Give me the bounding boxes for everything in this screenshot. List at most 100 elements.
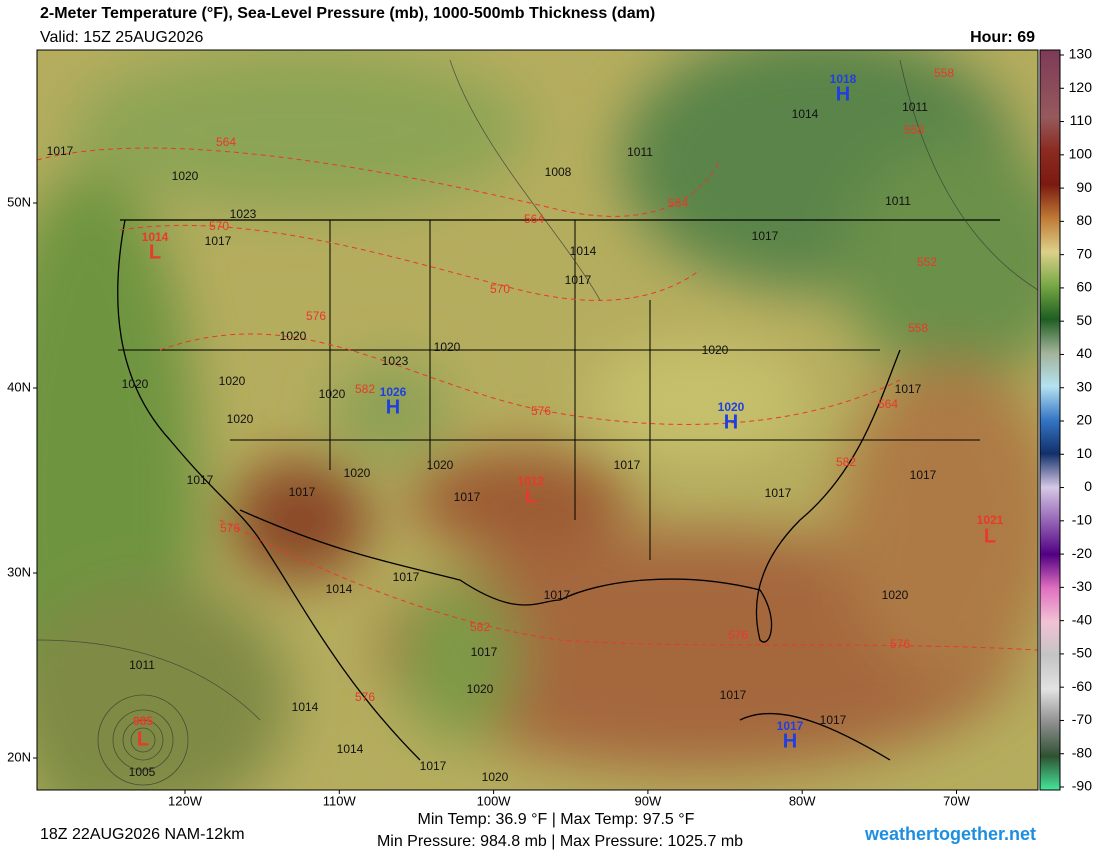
- isobars: [37, 59, 1038, 786]
- colorbar-tick-label: 90: [1076, 179, 1092, 195]
- thickness-label: 564: [216, 135, 236, 149]
- colorbar-tick-label: -10: [1072, 512, 1092, 528]
- pressure-center-value: 1020: [718, 400, 745, 414]
- colorbar-tick-label: 40: [1076, 345, 1092, 361]
- thickness-label: 570: [209, 219, 229, 233]
- thickness-label: 576: [220, 521, 240, 535]
- isobar-label: 1017: [393, 570, 420, 584]
- isobar-label: 1020: [227, 412, 254, 426]
- isobar-label: 1017: [420, 759, 447, 773]
- thickness-label: 576: [890, 637, 910, 651]
- isobar-label: 1020: [467, 682, 494, 696]
- model-run: 18Z 22AUG2026 NAM-12km: [40, 826, 245, 843]
- isobar-label: 1020: [427, 458, 454, 472]
- thickness-label: 576: [355, 690, 375, 704]
- pressure-center-value: 1026: [380, 385, 407, 399]
- lon-tick-label: 80W: [789, 793, 816, 808]
- colorbar: [1039, 49, 1061, 791]
- colorbar-tick-label: 20: [1076, 412, 1092, 428]
- thickness-label: 570: [490, 282, 510, 296]
- pressure-stats: Min Pressure: 984.8 mb | Max Pressure: 1…: [377, 833, 743, 850]
- thickness-label: 564: [668, 196, 688, 210]
- pressure-center-letter: H: [836, 83, 850, 105]
- isobar-label: 1014: [326, 582, 353, 596]
- isobar-label: 1017: [895, 382, 922, 396]
- lat-tick-label: 30N: [7, 564, 31, 579]
- isobar-label: 1020: [482, 770, 509, 784]
- colorbar-tick-label: -60: [1072, 678, 1092, 694]
- pressure-center-value: 1018: [830, 72, 857, 86]
- colorbar-tick-label: 100: [1069, 146, 1093, 162]
- isobar-label: 1023: [382, 354, 409, 368]
- pressure-center-value: 985: [133, 714, 153, 728]
- thickness-label: 558: [904, 123, 924, 137]
- isobar-label: 1017: [910, 468, 937, 482]
- thickness-label: 564: [878, 397, 898, 411]
- colorbar-tick-label: 70: [1076, 245, 1092, 261]
- isobar-label: 1020: [319, 387, 346, 401]
- isobar-label: 1017: [471, 645, 498, 659]
- isobar-label: 1017: [205, 234, 232, 248]
- lat-tick-label: 20N: [7, 749, 31, 764]
- colorbar-tick-label: -80: [1072, 744, 1092, 760]
- isobar-label: 1017: [720, 688, 747, 702]
- colorbar-tick-label: 110: [1070, 112, 1093, 128]
- map-frame: [36, 49, 1039, 791]
- pressure-center-letter: H: [386, 396, 400, 418]
- thickness-label: 582: [470, 620, 490, 634]
- isobar-label: 1011: [627, 145, 653, 159]
- isobar-label: 1020: [344, 466, 371, 480]
- thickness-label: 582: [836, 455, 856, 469]
- thickness-label: 558: [908, 321, 928, 335]
- isobar-label: 1017: [765, 486, 792, 500]
- isobar-label: 1014: [292, 700, 319, 714]
- thickness-label: 576: [728, 628, 748, 642]
- pressure-center-letter: H: [724, 411, 738, 433]
- isobar-label: 1014: [792, 107, 819, 121]
- pressure-center-letter: H: [783, 730, 797, 752]
- pressure-center-letter: L: [984, 525, 996, 547]
- pressure-center-letter: L: [149, 241, 161, 263]
- thickness-lines: [37, 147, 1038, 651]
- isobar-label: 1017: [614, 458, 641, 472]
- map-title: 2-Meter Temperature (°F), Sea-Level Pres…: [40, 5, 655, 22]
- lon-tick-label: 110W: [323, 793, 357, 808]
- isobar-label: 1020: [434, 340, 461, 354]
- colorbar-tick-label: 30: [1076, 378, 1092, 394]
- isobar-label: 1020: [219, 374, 246, 388]
- lon-tick-label: 120W: [168, 793, 203, 808]
- lon-tick-label: 100W: [477, 793, 512, 808]
- colorbar-tick-label: -90: [1072, 778, 1092, 794]
- isobar-label: 1020: [280, 329, 307, 343]
- isobar-label: 1020: [882, 588, 909, 602]
- isobar-label: 1011: [129, 658, 155, 672]
- colorbar-tick-label: -30: [1072, 578, 1092, 594]
- isobar-label: 1005: [129, 765, 156, 779]
- colorbar-tick-label: 50: [1076, 312, 1092, 328]
- isobar-label: 1011: [902, 100, 928, 114]
- thickness-label: 558: [934, 66, 954, 80]
- isobar-label: 1017: [752, 229, 779, 243]
- pressure-center-value: 1021: [977, 513, 1004, 527]
- pressure-center-value: 1017: [777, 719, 804, 733]
- isobar-label: 1011: [885, 194, 911, 208]
- thickness-label: 564: [524, 212, 544, 226]
- colorbar-tick-label: -20: [1072, 545, 1092, 561]
- site-credit: weathertogether.net: [864, 824, 1036, 844]
- valid-time: Valid: 15Z 25AUG2026: [40, 29, 203, 46]
- colorbar-tick-label: 0: [1084, 478, 1092, 494]
- thickness-label: 576: [531, 404, 551, 418]
- isobar-label: 1017: [289, 485, 316, 499]
- axes: 50N 40N 30N 20N 120W 110W 100W 90W 80W 70W 130 120 1…: [7, 46, 1092, 809]
- lat-tick-label: 50N: [7, 194, 31, 209]
- colorbar-tick-label: 130: [1069, 46, 1093, 62]
- isobar-label: 1008: [545, 165, 572, 179]
- isobar-label: 1017: [187, 473, 214, 487]
- isobar-label: 1020: [702, 343, 729, 357]
- pressure-center-letter: L: [525, 485, 537, 507]
- isobar-label: 1017: [47, 144, 74, 158]
- isobar-label: 1023: [230, 207, 257, 221]
